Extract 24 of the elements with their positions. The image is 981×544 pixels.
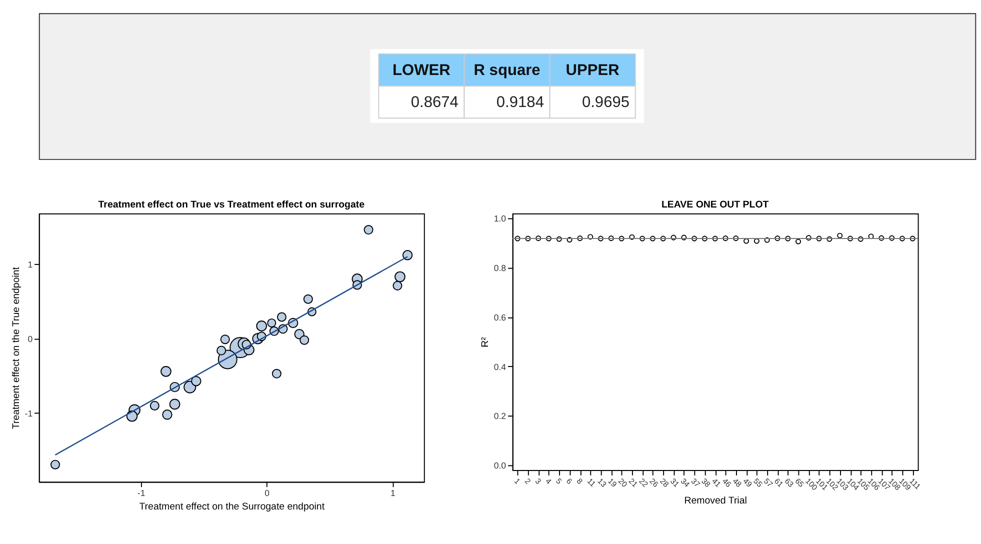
y-tick-label: 0.4 — [494, 362, 506, 372]
y-axis-title: Treatment effect on the True endpoint — [10, 266, 22, 430]
data-label: 0.9695 — [582, 94, 630, 111]
chart-title: LEAVE ONE OUT PLOT — [661, 200, 769, 211]
x-axis-title: Removed Trial — [684, 496, 747, 507]
category-label: R square — [474, 62, 541, 79]
data-label: 0.8674 — [410, 94, 459, 111]
y-tick-label: -1 — [24, 408, 33, 419]
y-tick-label: 1 — [28, 259, 33, 270]
y-tick-label: 0.2 — [494, 411, 506, 422]
y-axis-title: R² — [480, 336, 492, 348]
y-tick-label: 0.6 — [494, 312, 506, 322]
x-axis-title: Treatment effect on the Surrogate endpoint — [139, 501, 325, 512]
y-tick-label: 0 — [28, 334, 33, 344]
data-label: 0.9184 — [496, 94, 544, 111]
category-label: UPPER — [566, 62, 620, 79]
x-tick-label: 1 — [390, 488, 396, 498]
y-tick-label: 0.0 — [494, 460, 506, 471]
x-tick-label: -1 — [137, 488, 146, 498]
chart-title: Treatment effect on True vs Treatment effect on surrogate — [98, 200, 366, 211]
category-label: LOWER — [392, 62, 450, 79]
y-tick-label: 0.8 — [494, 263, 506, 274]
y-tick-label: 1.0 — [494, 214, 506, 224]
x-tick-label: 0 — [264, 488, 270, 498]
